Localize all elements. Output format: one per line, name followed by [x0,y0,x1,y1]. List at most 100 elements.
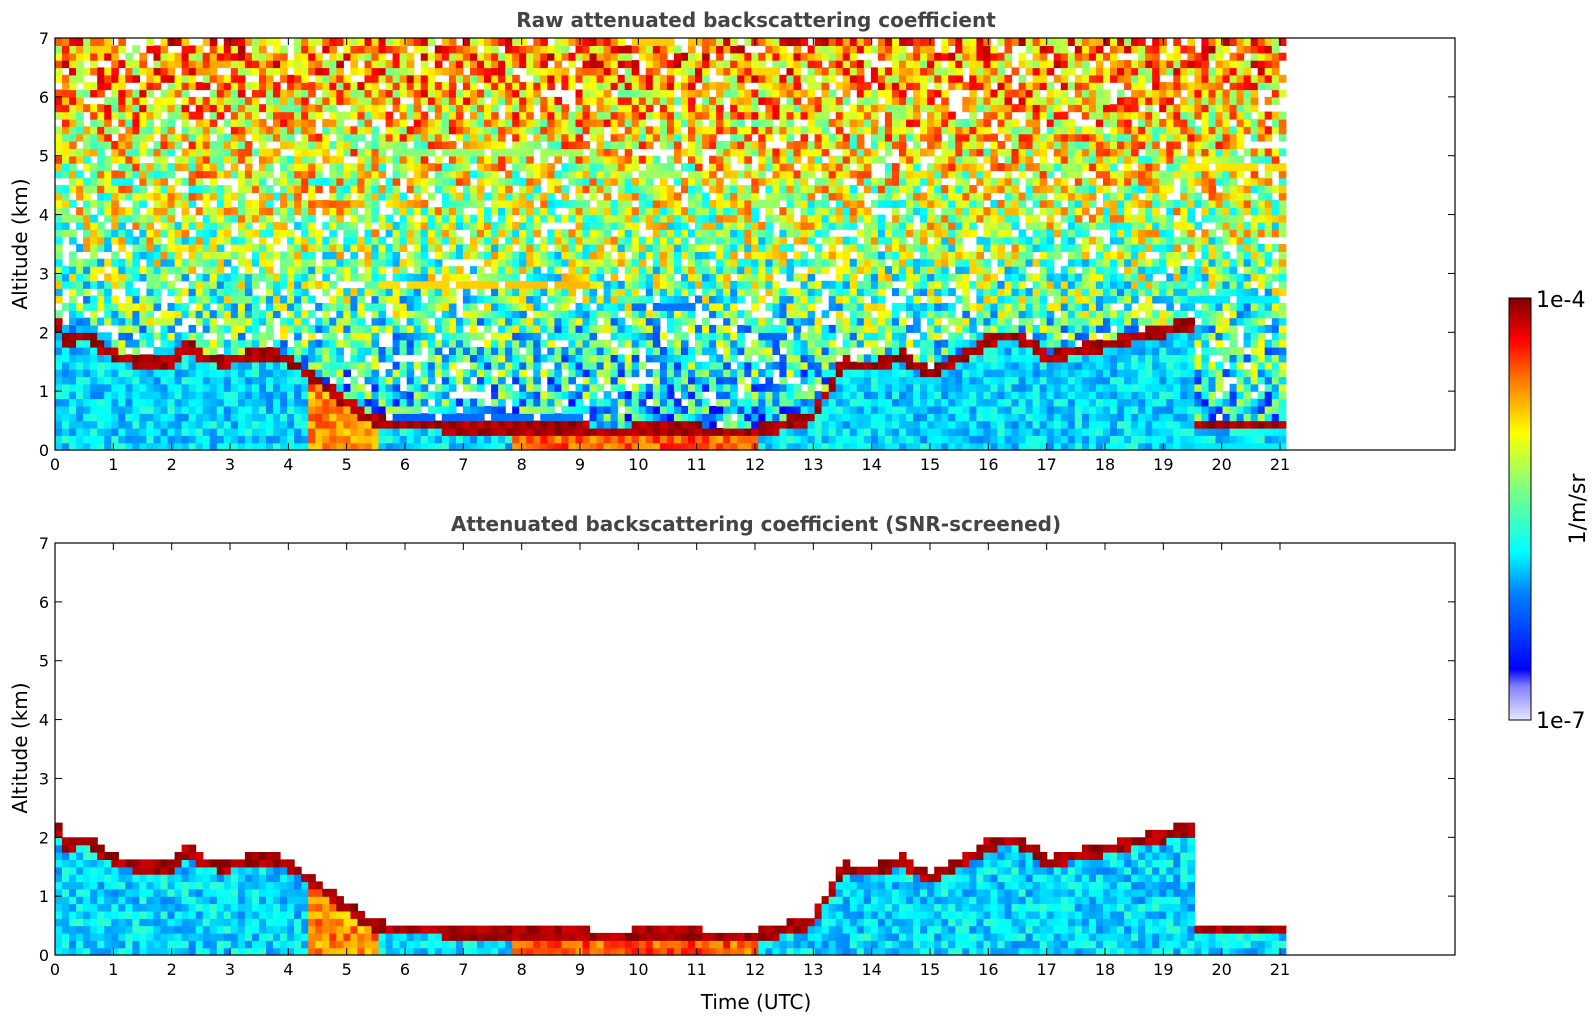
heatmap-cell [259,199,267,208]
heatmap-cell [230,67,239,76]
heatmap-cell [645,405,654,414]
heatmap-cell [406,420,415,429]
heatmap-cell [723,38,731,46]
heatmap-cell [125,118,133,127]
heatmap-cell [350,332,358,341]
heatmap-cell [533,251,541,260]
heatmap-cell [652,236,661,245]
heatmap-cell [111,405,119,414]
heatmap-cell [146,104,154,113]
heatmap-cell [244,221,253,230]
heatmap-cell [118,273,126,282]
heatmap-cell [477,361,485,370]
heatmap-cell [617,89,626,98]
heatmap-cell [118,339,126,348]
heatmap-cell [357,324,365,333]
heatmap-cell [709,163,717,172]
heatmap-cell [455,236,464,245]
heatmap-cell [273,221,281,230]
heatmap-cell [118,376,126,385]
heatmap-cell [209,236,218,245]
heatmap-cell [448,52,457,61]
heatmap-cell [434,170,443,179]
heatmap-cell [357,398,365,407]
heatmap-cell [62,273,70,282]
heatmap-cell [610,398,619,407]
heatmap-cell [505,302,513,311]
heatmap-cell [434,133,443,142]
heatmap-cell [540,104,548,113]
heatmap-cell [477,60,485,69]
heatmap-cell [188,435,197,444]
heatmap-cell [470,148,478,157]
heatmap-cell [526,288,534,297]
heatmap-cell [181,361,190,370]
heatmap-cell [498,177,506,186]
heatmap-cell [554,148,562,157]
heatmap-cell [62,163,70,172]
heatmap-cell [259,163,267,172]
heatmap-cell [195,435,204,444]
heatmap-cell [434,420,443,429]
heatmap-cell [730,251,738,260]
heatmap-cell [420,398,429,407]
heatmap-cell [237,310,246,319]
heatmap-cell [673,339,682,348]
heatmap-cell [765,229,773,238]
heatmap-cell [470,317,478,326]
heatmap-cell [603,45,612,54]
heatmap-cell [617,199,626,208]
heatmap-cell [547,236,555,245]
heatmap-cell [659,383,668,392]
heatmap-cell [280,332,288,341]
heatmap-cell [434,398,443,407]
heatmap-cell [280,60,288,69]
heatmap-cell [209,347,218,355]
heatmap-cell [188,82,197,91]
heatmap-cell [259,295,267,304]
heatmap-cell [139,273,147,282]
heatmap-cell [202,317,211,326]
heatmap-cell [139,170,147,179]
heatmap-cell [118,258,126,267]
heatmap-cell [392,376,401,385]
heatmap-cell [146,427,154,436]
heatmap-cell [266,317,274,326]
heatmap-cell [575,148,584,157]
heatmap-cell [195,280,204,289]
heatmap-cell [244,236,253,245]
heatmap-cell [610,361,619,370]
heatmap-cell [153,236,162,245]
heatmap-cell [603,251,612,260]
heatmap-cell [294,339,302,348]
heatmap-cell [737,126,745,135]
heatmap-cell [681,60,689,69]
heatmap-cell [97,435,105,444]
heatmap-cell [111,199,119,208]
heatmap-cell [55,442,63,451]
heatmap-cell [167,310,176,319]
heatmap-cell [83,302,91,311]
heatmap-cell [230,74,239,83]
heatmap-cell [301,273,309,282]
heatmap-cell [308,155,316,164]
heatmap-cell [751,96,759,105]
heatmap-cell [505,280,513,289]
heatmap-cell [695,273,703,282]
heatmap-cell [266,347,274,355]
heatmap-cell [723,89,731,98]
heatmap-cell [772,126,780,135]
heatmap-cell [315,405,323,414]
heatmap-cell [441,420,450,429]
heatmap-cell [329,391,337,400]
heatmap-cell [582,177,591,186]
heatmap-cell [603,67,612,76]
heatmap-cell [533,89,541,98]
heatmap-cell [378,398,387,407]
heatmap-cell [343,288,351,297]
heatmap-cell [83,405,91,414]
heatmap-cell [659,82,668,91]
heatmap-cell [477,52,485,61]
heatmap-cell [132,185,140,194]
heatmap-cell [427,126,436,135]
